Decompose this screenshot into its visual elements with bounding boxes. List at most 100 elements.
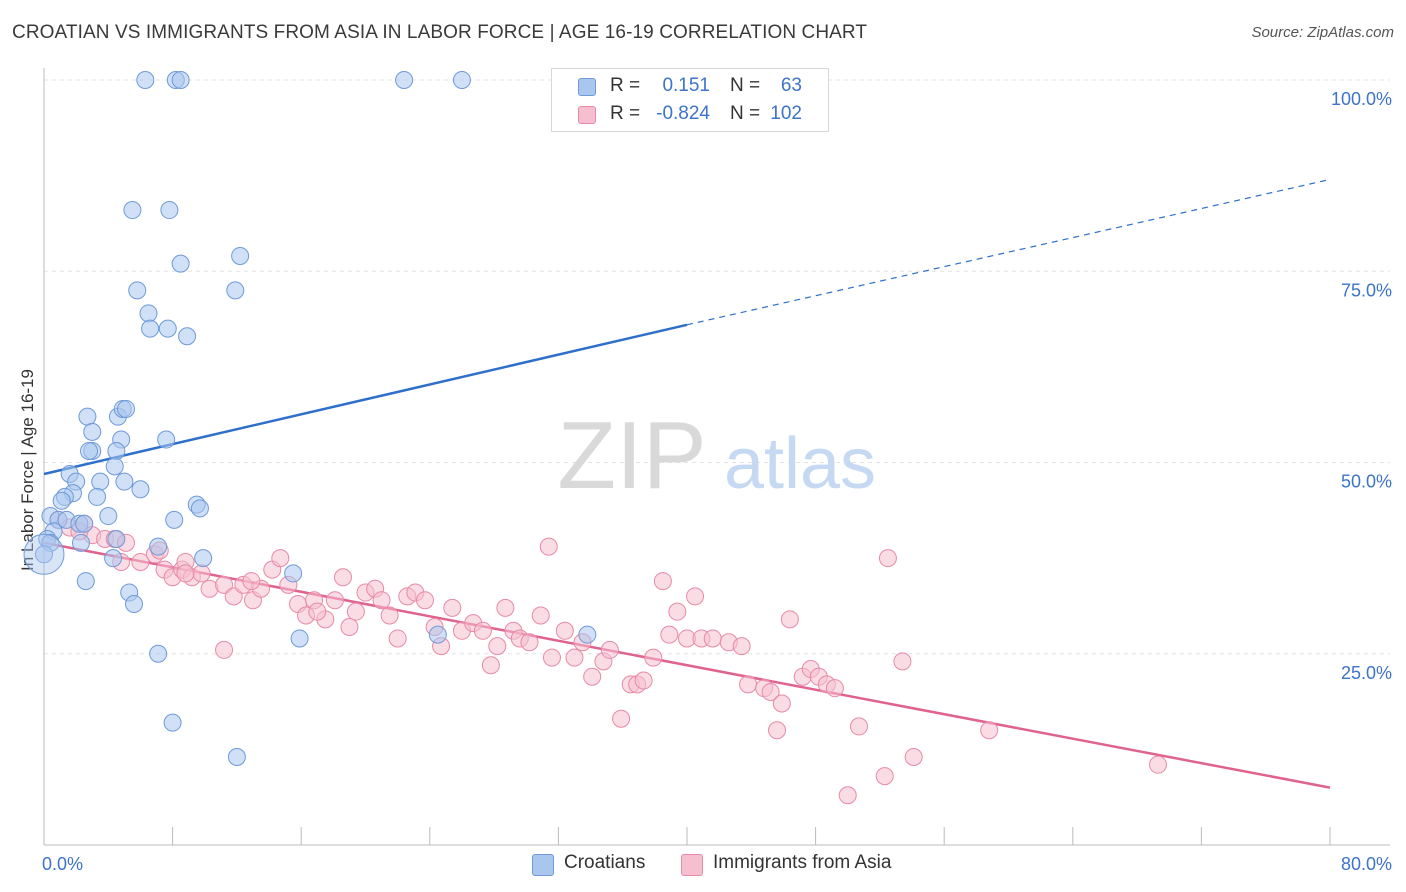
point-immigrants-from-asia (224, 587, 243, 606)
point-immigrants-from-asia (634, 671, 653, 690)
point-croatians (136, 71, 155, 89)
point-croatians (23, 533, 65, 575)
point-croatians (80, 442, 99, 461)
point-immigrants-from-asia (488, 637, 507, 656)
point-immigrants-from-asia (176, 564, 195, 583)
legend-row-croatians: R = 0.151 N = 63 (552, 73, 828, 101)
point-croatians (91, 472, 110, 491)
series-immigrants-from-asia (49, 510, 1167, 805)
point-immigrants-from-asia (739, 675, 758, 694)
point-croatians (163, 713, 182, 732)
point-immigrants-from-asia (761, 683, 780, 701)
point-croatians (428, 625, 447, 644)
point-croatians (226, 281, 245, 300)
point-immigrants-from-asia (346, 602, 365, 621)
point-immigrants-from-asia (520, 633, 539, 652)
point-croatians (178, 327, 197, 346)
watermark-zip: ZIP (557, 402, 706, 509)
point-immigrants-from-asia (215, 640, 234, 659)
trendline-croatians (43, 323, 688, 476)
point-immigrants-from-asia (473, 621, 492, 640)
point-immigrants-from-asia (768, 721, 787, 740)
point-croatians (88, 487, 107, 506)
point-immigrants-from-asia (732, 637, 751, 656)
point-immigrants-from-asia (565, 648, 584, 667)
point-immigrants-from-asia (600, 640, 619, 659)
point-immigrants-from-asia (875, 767, 894, 786)
point-croatians (128, 281, 147, 300)
point-croatians (116, 399, 135, 418)
point-immigrants-from-asia (271, 549, 290, 568)
point-croatians (160, 201, 179, 220)
point-croatians (107, 442, 126, 461)
point-croatians (452, 71, 471, 89)
point-croatians (194, 549, 213, 568)
point-croatians (125, 595, 144, 614)
point-croatians (83, 422, 102, 441)
point-immigrants-from-asia (496, 598, 515, 617)
point-immigrants-from-asia (703, 629, 722, 648)
point-croatians (99, 507, 118, 526)
gridlines (44, 79, 1390, 655)
point-croatians (104, 549, 123, 568)
point-croatians (190, 499, 209, 518)
point-croatians (171, 254, 190, 273)
point-croatians (141, 319, 160, 338)
point-croatians (107, 530, 126, 548)
legend-swatch-pink (578, 106, 596, 124)
legend-label: Immigrants from Asia (713, 852, 892, 873)
point-croatians (231, 246, 250, 265)
point-croatians (157, 430, 176, 449)
point-immigrants-from-asia (583, 667, 602, 686)
legend-n-label: N = (730, 103, 761, 124)
point-immigrants-from-asia (980, 721, 999, 740)
point-immigrants-from-asia (192, 564, 211, 583)
point-immigrants-from-asia (893, 652, 912, 671)
point-croatians (139, 304, 158, 323)
point-immigrants-from-asia (668, 602, 687, 621)
legend-r-label: R = (610, 75, 641, 96)
legend-row-immigrants: R = -0.824 N = 102 (552, 101, 828, 129)
point-immigrants-from-asia (443, 598, 462, 617)
point-immigrants-from-asia (838, 786, 857, 805)
point-immigrants-from-asia (215, 575, 234, 594)
point-croatians (35, 545, 53, 564)
point-immigrants-from-asia (372, 591, 391, 610)
point-immigrants-from-asia (531, 606, 550, 625)
axes (43, 68, 1390, 846)
point-croatians (123, 201, 142, 220)
legend-n-value: 102 (770, 103, 802, 124)
point-immigrants-from-asia (825, 679, 844, 698)
y-tick-label: 25.0% (1341, 663, 1392, 683)
point-croatians (131, 480, 150, 499)
point-immigrants-from-asia (1148, 755, 1167, 774)
point-croatians (75, 514, 94, 533)
point-croatians (149, 537, 168, 556)
point-immigrants-from-asia (612, 709, 631, 728)
point-immigrants-from-asia (242, 572, 261, 591)
legend-swatch-pink (681, 854, 703, 876)
point-immigrants-from-asia (542, 648, 561, 667)
legend-n-value: 63 (780, 75, 802, 96)
point-immigrants-from-asia (772, 694, 791, 713)
point-croatians (71, 533, 90, 552)
legend-r-label: R = (610, 103, 641, 124)
point-croatians (395, 71, 414, 89)
point-croatians (227, 748, 246, 767)
point-croatians (290, 629, 309, 648)
point-immigrants-from-asia (333, 568, 352, 587)
point-immigrants-from-asia (340, 617, 359, 636)
legend-label: Croatians (564, 852, 646, 873)
point-croatians (158, 319, 177, 338)
source-label: Source: ZipAtlas.com (1251, 24, 1394, 41)
series-croatians (23, 71, 597, 767)
stats-legend: R = 0.151 N = 63 R = -0.824 N = 102 (551, 68, 829, 132)
point-croatians (165, 510, 184, 529)
x-tick-label: 0.0% (42, 854, 83, 874)
point-immigrants-from-asia (380, 606, 399, 625)
point-immigrants-from-asia (308, 602, 327, 621)
point-croatians (105, 457, 124, 476)
point-croatians (76, 572, 95, 591)
watermark: ZIP atlas (557, 402, 876, 509)
